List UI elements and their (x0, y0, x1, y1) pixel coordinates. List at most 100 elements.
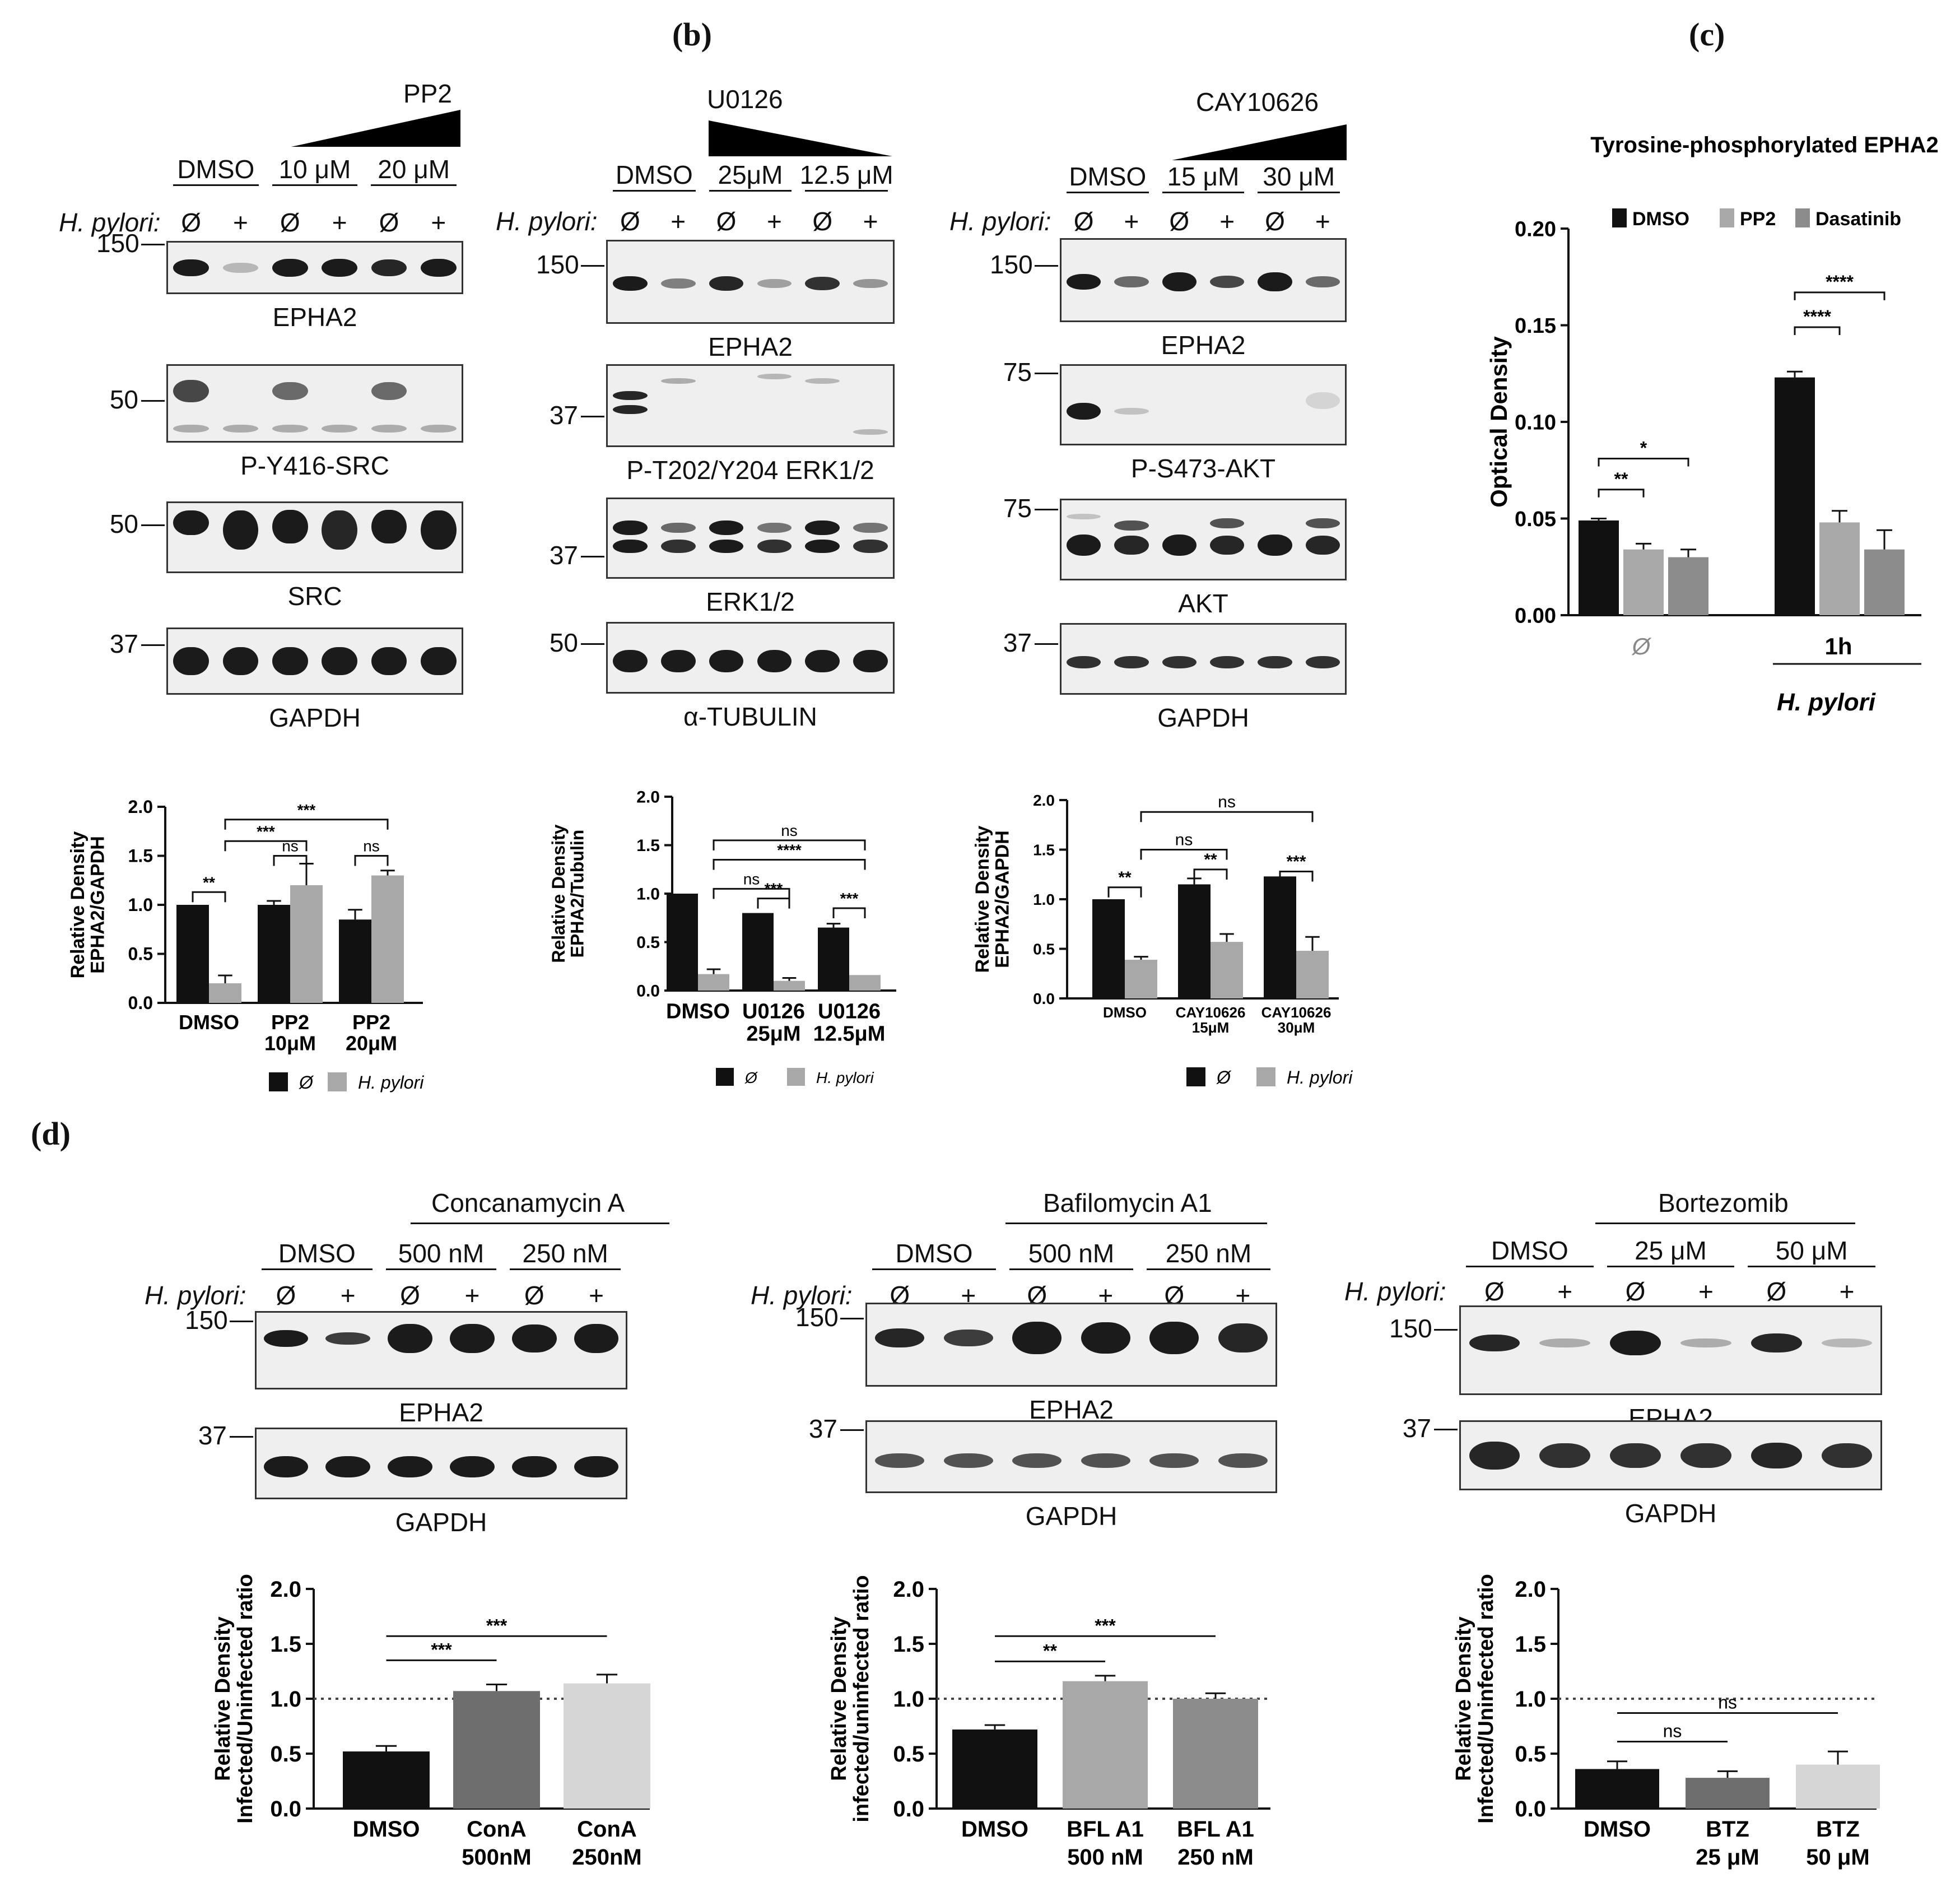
group-underline (371, 184, 457, 186)
wedge-shape (291, 110, 460, 147)
protein-band (1258, 534, 1292, 556)
category-label: U0126 (742, 1000, 805, 1023)
mw-marker-tick (141, 644, 165, 646)
protein-band (853, 540, 888, 553)
bar (952, 1729, 1037, 1809)
protein-band (322, 258, 357, 277)
uninfected-symbol: Ø (1169, 207, 1190, 236)
infected-symbol: + (671, 207, 686, 236)
legend-label-1: PP2 (1740, 208, 1776, 230)
significance-bracket (1140, 811, 1314, 822)
h-pylori-label: H. pylori: (1344, 1277, 1446, 1306)
category-label: 250nM (572, 1845, 642, 1870)
protein-band (272, 258, 308, 277)
protein-band (1209, 276, 1245, 288)
blot-label-epha2: EPHA2 (272, 303, 357, 332)
significance-label: * (1640, 438, 1647, 458)
blot-label-gapdh: GAPDH (269, 703, 361, 732)
legend-swatch-1 (1720, 208, 1734, 227)
wedge-shape (709, 120, 892, 156)
mw-marker-tick (581, 643, 604, 645)
y-axis-label: Relative Density (548, 824, 569, 963)
mw-marker-tick (840, 1429, 864, 1431)
y-tick-label: 0.5 (893, 1742, 924, 1767)
protein-band (709, 540, 744, 553)
treatment-underline (1005, 1223, 1267, 1224)
blot-label-epha2: EPHA2 (399, 1398, 483, 1427)
protein-band (1218, 1453, 1268, 1468)
mw-marker-label: 75 (1003, 493, 1032, 523)
category-label: DMSO (179, 1011, 239, 1034)
protein-band (1209, 656, 1245, 669)
infected-symbol: + (332, 208, 347, 237)
protein-band (173, 424, 209, 433)
category-label: PP2 (352, 1011, 390, 1034)
blot-label-p-s473-akt: P-S473-AKT (1130, 454, 1276, 483)
y-axis-label: Optical Density (1486, 336, 1512, 507)
protein-band (853, 650, 888, 673)
y-tick-label: 1.0 (636, 885, 660, 904)
protein-band (1081, 1322, 1130, 1354)
group-underline (1607, 1266, 1735, 1267)
uninfected-symbol: Ø (400, 1281, 420, 1310)
legend-swatch-0 (269, 1072, 288, 1091)
protein-band (322, 510, 357, 550)
category-label: 12.5μM (813, 1022, 886, 1045)
protein-band (660, 378, 696, 384)
mw-marker-label: 37 (198, 1421, 227, 1451)
panel-label-c: (c) (1689, 16, 1725, 53)
group-label: DMSO (1069, 162, 1147, 191)
protein-band (757, 650, 792, 673)
infected-symbol: + (863, 207, 878, 236)
significance-bracket (713, 839, 866, 850)
blot-label-src: SRC (287, 582, 342, 611)
protein-band (1114, 408, 1149, 415)
protein-band (421, 647, 457, 675)
group-underline (1748, 1266, 1875, 1267)
category-label: Ø (1631, 633, 1652, 659)
y-tick-label: 0.20 (1515, 217, 1556, 241)
protein-band (421, 510, 457, 550)
y-tick-label: 2.0 (128, 797, 153, 817)
y-tick-label: 0.5 (1033, 940, 1055, 958)
mw-marker-tick (141, 400, 165, 402)
group-label: 25 μM (1635, 1236, 1707, 1265)
protein-band (272, 509, 308, 543)
category-label: 25μM (746, 1022, 800, 1045)
category-label: 25 μM (1696, 1845, 1759, 1870)
bar (1864, 549, 1905, 615)
protein-band (805, 277, 840, 290)
protein-band (1218, 1323, 1268, 1352)
protein-band (1821, 1443, 1873, 1468)
mw-marker-tick (581, 556, 604, 558)
significance-label: *** (765, 880, 783, 898)
h-pylori-label: H. pylori: (949, 207, 1051, 236)
y-tick-label: 1.5 (1033, 841, 1055, 858)
significance-label: ns (363, 838, 380, 855)
y-tick-label: 0.10 (1515, 411, 1556, 434)
legend-swatch-0 (1186, 1067, 1205, 1086)
group-underline (1009, 1268, 1133, 1270)
category-label: CAY10626 (1261, 1004, 1332, 1021)
y-tick-label: 0.5 (1515, 1742, 1546, 1767)
protein-band (371, 424, 407, 433)
category-label: BFL A1 (1067, 1817, 1144, 1842)
legend-label-0: Ø (744, 1069, 758, 1086)
bar (371, 875, 404, 1003)
western-blot-3 (1060, 623, 1347, 695)
protein-band (1539, 1338, 1591, 1348)
infected-symbol: + (766, 207, 782, 236)
protein-band (272, 382, 308, 400)
bar (290, 885, 323, 1003)
category-label: 500 nM (1067, 1845, 1143, 1870)
protein-band (709, 276, 744, 291)
protein-band (511, 1324, 557, 1352)
concentration-wedge (709, 120, 892, 156)
legend-label-0: DMSO (1632, 208, 1689, 230)
y-tick-label: 1.5 (893, 1632, 924, 1657)
protein-band (1066, 656, 1101, 669)
protein-band (943, 1330, 993, 1346)
protein-band (853, 429, 888, 435)
western-blot-0 (255, 1311, 627, 1389)
category-label: DMSO (1584, 1817, 1651, 1842)
